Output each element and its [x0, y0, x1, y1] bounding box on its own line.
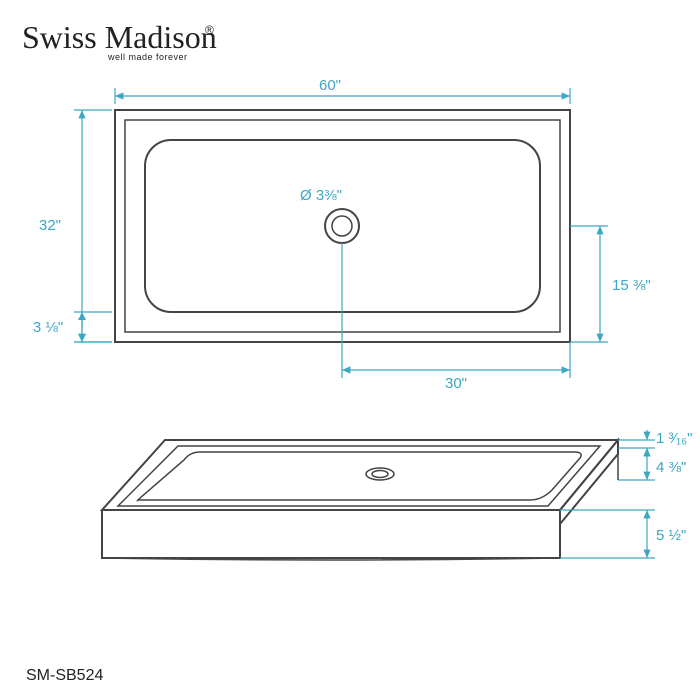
svg-text:1 ³⁄₁₆": 1 ³⁄₁₆"	[656, 430, 692, 447]
svg-text:15 ⅜": 15 ⅜"	[612, 277, 651, 294]
svg-text:4 ⅜": 4 ⅜"	[656, 459, 686, 476]
dim-drain-y: 15 ⅜"	[570, 226, 651, 342]
svg-text:30": 30"	[445, 375, 467, 392]
dim-height-32: 32"	[39, 110, 112, 342]
brand-name: Swiss Madison	[22, 19, 217, 55]
dim-width-60: 60"	[115, 77, 570, 104]
svg-text:32": 32"	[39, 217, 61, 234]
dim-drain-x: 30"	[342, 342, 570, 392]
dim-lip: 3 ⅛"	[33, 312, 112, 342]
dim-persp-back-top: 1 ³⁄₁₆"	[618, 430, 692, 458]
brand-reg: ®	[205, 23, 214, 37]
drain-diameter-label: Ø 3⅜"	[300, 187, 342, 204]
svg-text:60": 60"	[319, 77, 341, 94]
brand-tagline: well made forever	[107, 52, 188, 62]
dim-persp-front: 5 ½"	[560, 510, 686, 558]
svg-text:5 ½": 5 ½"	[656, 527, 686, 544]
brand-logo: Swiss Madison ® well made forever	[22, 19, 217, 62]
dim-persp-back-full: 4 ⅜"	[618, 448, 686, 480]
sku-label: SM-SB524	[26, 667, 103, 684]
technical-drawing: Swiss Madison ® well made forever Ø 3⅜" …	[0, 0, 700, 700]
svg-text:3 ⅛": 3 ⅛"	[33, 319, 63, 336]
perspective-view	[102, 440, 618, 560]
